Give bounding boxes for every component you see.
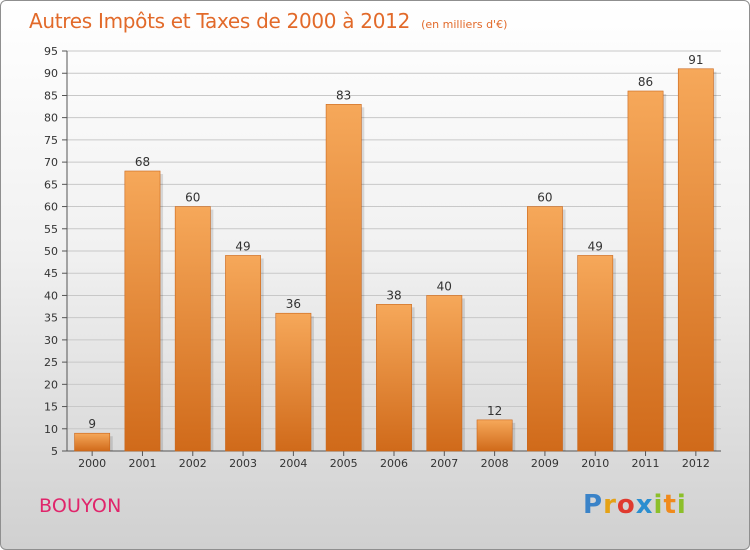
data-label: 68 (135, 155, 150, 169)
data-label: 83 (336, 88, 351, 102)
bar (527, 206, 563, 452)
data-label: 86 (638, 75, 653, 89)
chart-title-block: Autres Impôts et Taxes de 2000 à 2012 (e… (29, 9, 507, 33)
bar (677, 68, 714, 452)
chart-title: Autres Impôts et Taxes de 2000 à 2012 (29, 9, 410, 33)
bar (577, 255, 614, 452)
y-tick-label: 10 (44, 423, 58, 436)
y-tick-label: 45 (44, 267, 58, 280)
x-tick-label: 2001 (128, 457, 156, 470)
bar (376, 304, 412, 452)
y-tick-label: 60 (44, 201, 58, 214)
bar (225, 255, 261, 452)
data-label: 91 (688, 53, 703, 67)
bars (74, 68, 717, 452)
commune-name: BOUYON (39, 495, 122, 517)
bar (275, 312, 312, 452)
bar (476, 419, 513, 452)
bar (426, 295, 463, 452)
bar (325, 104, 362, 452)
data-label: 49 (588, 239, 603, 253)
bar (627, 90, 664, 452)
x-tick-label: 2008 (481, 457, 509, 470)
y-tick-label: 85 (44, 89, 58, 102)
data-label: 38 (386, 288, 401, 302)
y-tick-label: 70 (44, 156, 58, 169)
y-tick-label: 5 (51, 445, 58, 458)
x-tick-label: 2005 (330, 457, 358, 470)
y-tick-label: 55 (44, 223, 58, 236)
x-tick-label: 2003 (229, 457, 257, 470)
x-tick-labels: 2000 2001 2002 2003 2004 2005 2006 2007 2008 2009… (78, 457, 710, 470)
x-tick-label: 2009 (531, 457, 559, 470)
y-tick-label: 80 (44, 112, 58, 125)
data-labels: 9 68 60 49 36 83 38 40 12 60 49 86 91 (88, 53, 703, 431)
data-label: 12 (487, 404, 502, 418)
bar (124, 170, 161, 452)
y-tick-label: 65 (44, 178, 58, 191)
data-label: 60 (537, 191, 552, 205)
data-label: 60 (185, 191, 200, 205)
data-label: 9 (88, 417, 96, 431)
y-tick-label: 40 (44, 289, 58, 302)
y-tick-label: 35 (44, 312, 58, 325)
x-tick-label: 2010 (581, 457, 609, 470)
y-tick-label: 15 (44, 401, 58, 414)
x-tick-label: 2007 (430, 457, 458, 470)
data-label: 49 (235, 239, 250, 253)
bar (174, 206, 211, 452)
x-tick-label: 2002 (179, 457, 207, 470)
x-tick-label: 2006 (380, 457, 408, 470)
y-tick-label: 75 (44, 134, 58, 147)
x-tick-label: 2012 (682, 457, 710, 470)
chart-unit: (en milliers d'€) (421, 18, 508, 31)
y-tick-label: 25 (44, 356, 58, 369)
proxiti-logo: Proxiti (583, 490, 687, 520)
y-tick-label: 20 (44, 378, 58, 391)
y-tick-label: 95 (44, 45, 58, 58)
y-tick-label: 30 (44, 334, 58, 347)
bar (74, 432, 111, 452)
y-tick-label: 90 (44, 67, 58, 80)
data-label: 36 (286, 297, 301, 311)
x-tick-label: 2011 (632, 457, 660, 470)
y-tick-label: 50 (44, 245, 58, 258)
x-tick-label: 2004 (279, 457, 307, 470)
data-label: 40 (437, 279, 452, 293)
y-tick-labels: 5 10 15 20 25 30 35 40 45 50 55 60 65 70 75 80 85 90 95 (44, 45, 58, 458)
x-tick-label: 2000 (78, 457, 106, 470)
